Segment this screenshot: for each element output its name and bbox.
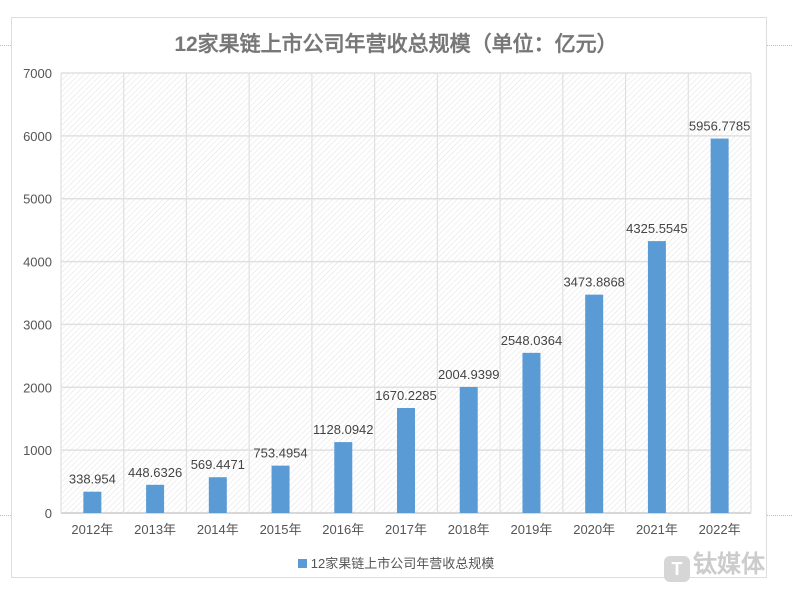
x-tick-label: 2019年 [510,522,552,537]
data-label: 3473.8868 [563,275,624,290]
bar [397,408,415,513]
x-tick-label: 2018年 [448,522,490,537]
bar [585,294,604,513]
y-tick-label: 7000 [23,66,52,81]
bar [83,491,102,513]
data-label: 1670.2285 [375,388,436,403]
y-tick-label: 4000 [23,255,52,270]
data-label: 338.954 [69,472,116,487]
chart-title: 12家果链上市公司年营收总规模（单位：亿元） [174,33,618,56]
legend-swatch [297,559,307,568]
bar [271,465,290,513]
x-tick-label: 2012年 [71,522,113,537]
x-tick-label: 2020年 [573,522,615,537]
data-label: 2548.0364 [501,333,562,348]
x-tick-label: 2015年 [260,522,302,537]
bar [146,484,165,513]
bar [208,477,227,513]
y-tick-label: 2000 [23,380,52,395]
bar [459,386,478,513]
data-label: 5956.7785 [689,119,750,134]
legend-label: 12家果链上市公司年营收总规模 [310,556,495,571]
x-tick-label: 2016年 [322,522,364,537]
data-label: 4325.5545 [626,221,687,236]
x-tick-label: 2022年 [699,522,741,537]
y-tick-label: 0 [45,506,52,521]
legend: 12家果链上市公司年营收总规模 [0,553,792,572]
x-tick-label: 2014年 [197,522,239,537]
y-tick-label: 3000 [23,317,52,332]
x-tick-label: 2017年 [385,522,427,537]
bar [522,352,541,513]
data-label: 753.4954 [253,446,307,461]
data-label: 1128.0942 [313,422,374,437]
watermark-logo: T 钛媒体 [664,544,765,582]
y-tick-label: 6000 [23,129,52,144]
x-tick-label: 2013年 [134,522,176,537]
y-tick-label: 5000 [23,192,52,207]
y-tick-label: 1000 [23,443,52,458]
data-label: 2004.9399 [438,367,499,382]
bar [710,138,729,514]
bar [334,442,353,513]
x-tick-label: 2021年 [636,522,678,537]
data-label: 448.6326 [128,465,182,480]
bar [647,241,666,513]
data-label: 569.4471 [191,457,245,472]
